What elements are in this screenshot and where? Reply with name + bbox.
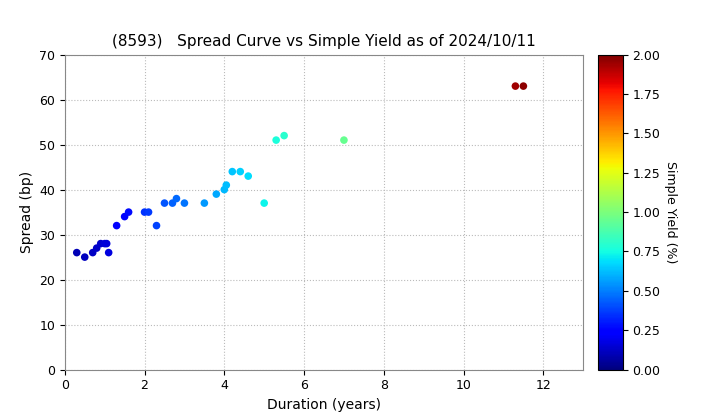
Point <box>258 200 270 207</box>
Point <box>143 209 154 215</box>
Point <box>158 200 170 207</box>
Point <box>101 240 112 247</box>
Point <box>91 245 102 252</box>
Title: (8593)   Spread Curve vs Simple Yield as of 2024/10/11: (8593) Spread Curve vs Simple Yield as o… <box>112 34 536 49</box>
Point <box>271 137 282 144</box>
Y-axis label: Spread (bp): Spread (bp) <box>19 171 34 253</box>
Point <box>518 83 529 89</box>
Point <box>95 240 107 247</box>
Point <box>227 168 238 175</box>
Point <box>103 249 114 256</box>
Point <box>87 249 99 256</box>
Point <box>167 200 179 207</box>
Point <box>338 137 350 144</box>
Point <box>150 222 162 229</box>
Point <box>99 240 110 247</box>
Point <box>510 83 521 89</box>
Point <box>123 209 135 215</box>
Point <box>71 249 83 256</box>
Point <box>139 209 150 215</box>
Point <box>79 254 91 260</box>
Point <box>119 213 130 220</box>
Point <box>199 200 210 207</box>
Point <box>219 186 230 193</box>
X-axis label: Duration (years): Duration (years) <box>267 398 381 412</box>
Point <box>220 182 232 189</box>
Y-axis label: Simple Yield (%): Simple Yield (%) <box>664 161 678 263</box>
Point <box>210 191 222 197</box>
Point <box>171 195 182 202</box>
Point <box>243 173 254 179</box>
Point <box>235 168 246 175</box>
Point <box>279 132 290 139</box>
Point <box>179 200 190 207</box>
Point <box>111 222 122 229</box>
